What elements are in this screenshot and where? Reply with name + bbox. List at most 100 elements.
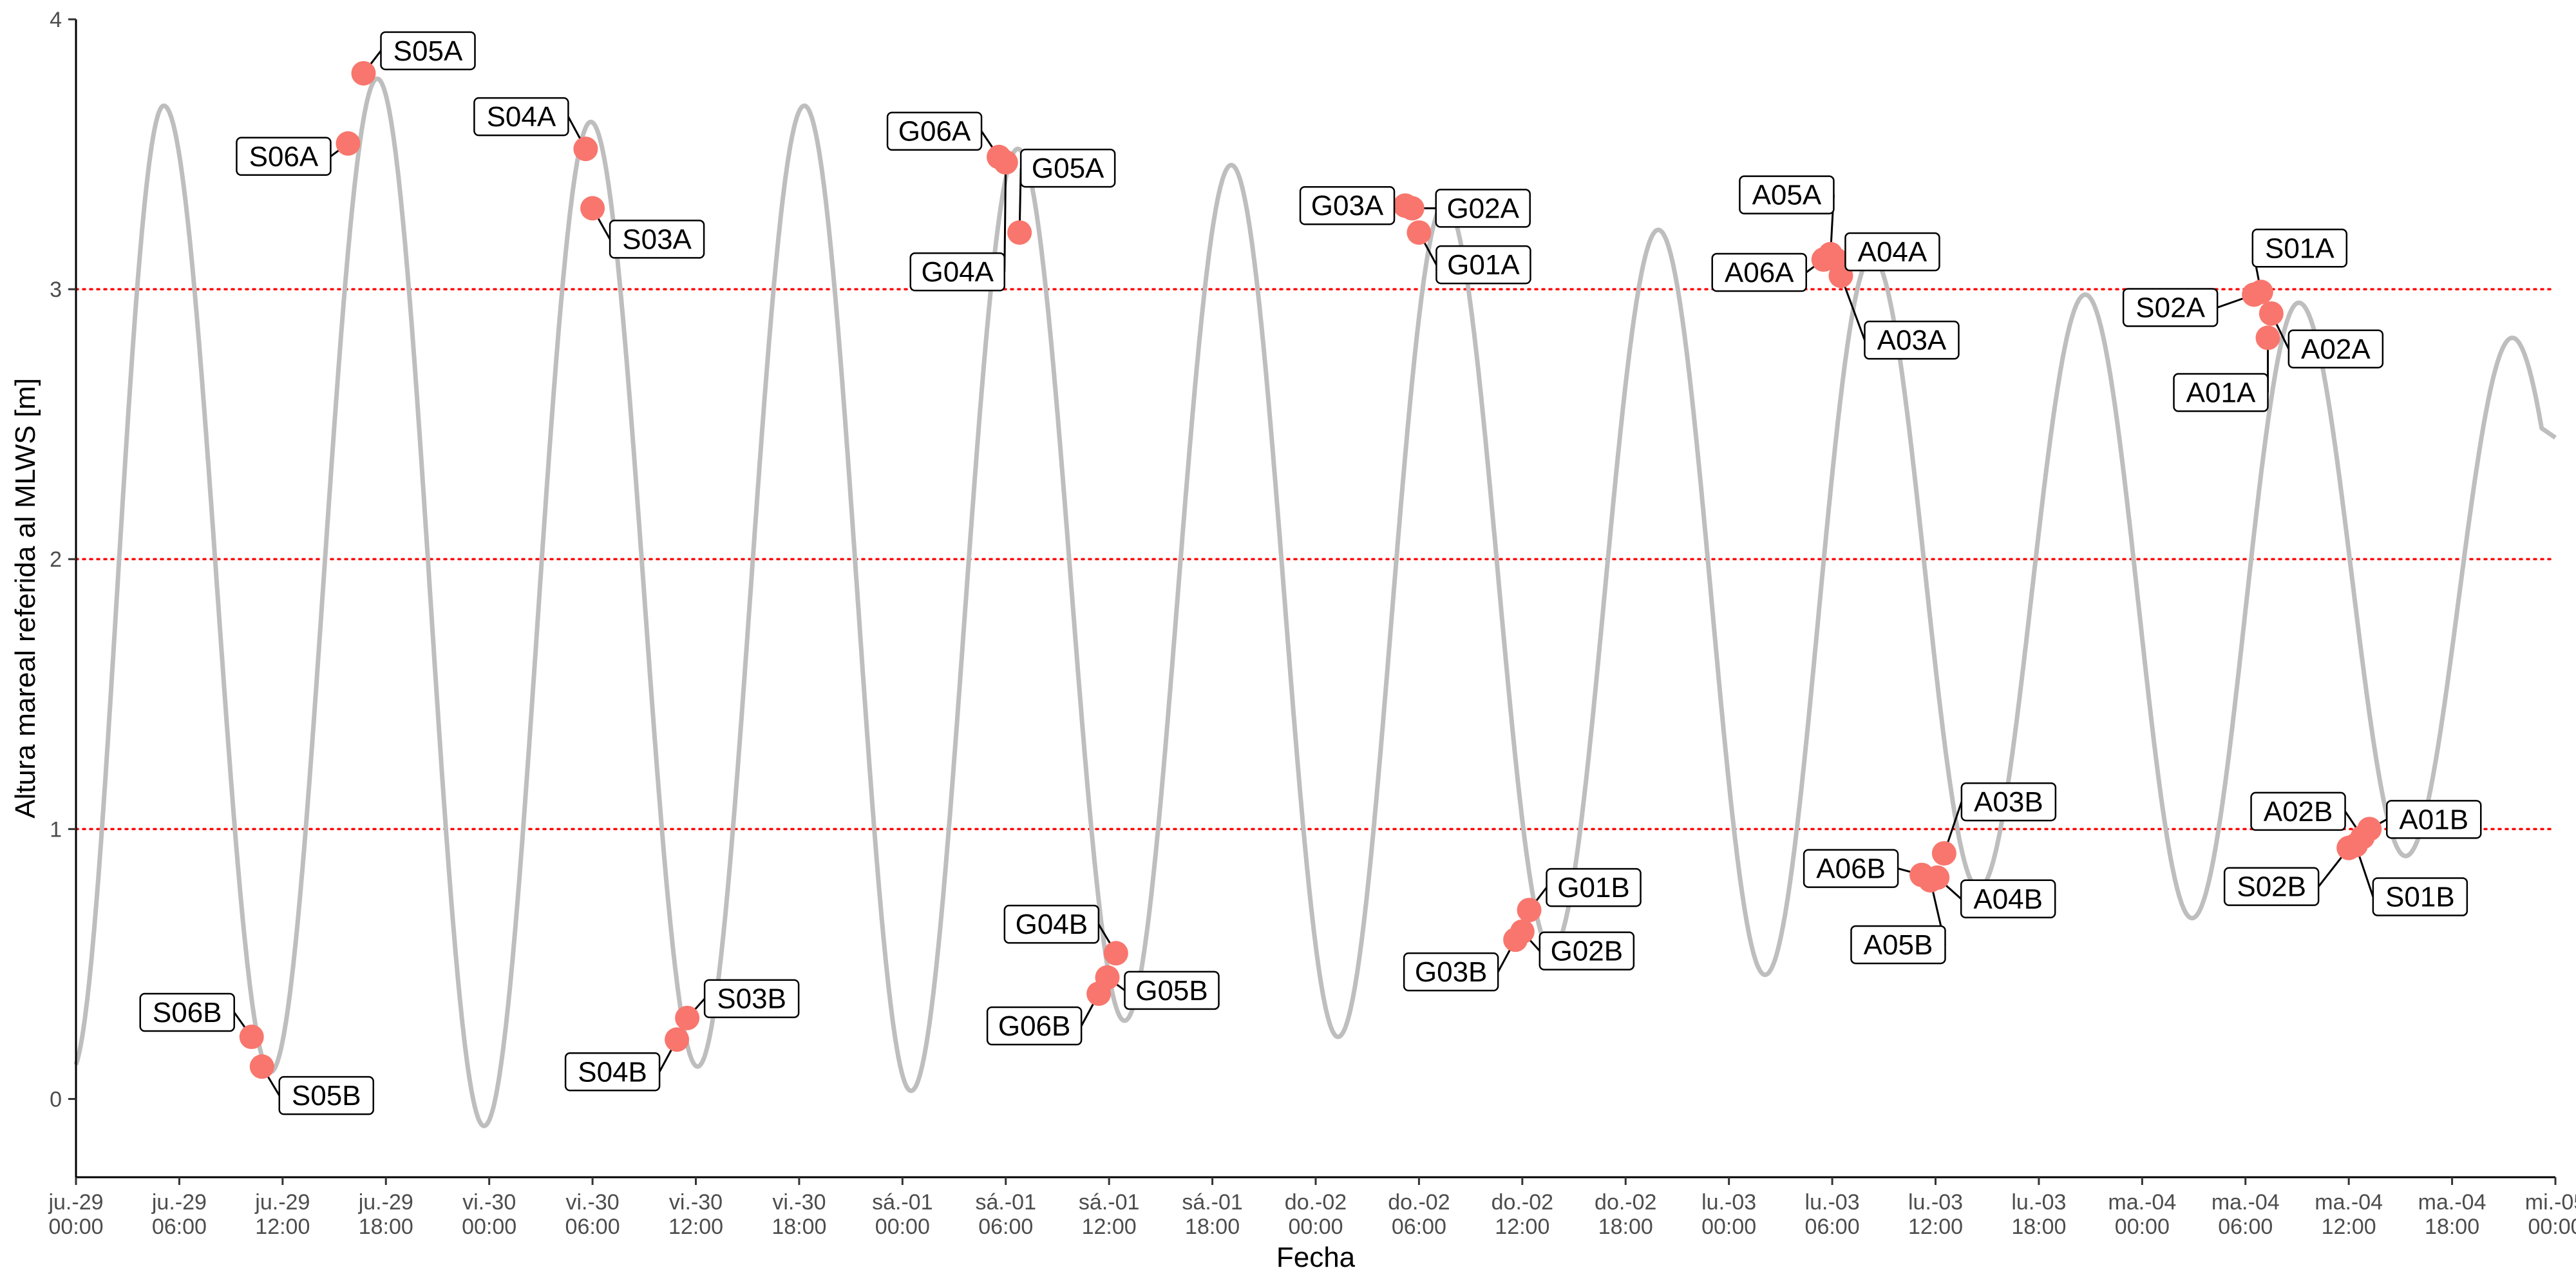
tide-curve [73,76,2557,1128]
label-s01a: S01A [2251,229,2348,268]
label-box [2250,791,2346,831]
label-text: S02A [2136,292,2205,323]
label-box [2386,800,2482,839]
label-box [236,137,332,176]
label-text: A04B [1973,884,2043,915]
label-g01a: G01A [1435,245,1531,285]
x-tick-time: 06:00 [152,1215,207,1239]
x-tick-day: ma.-04 [2418,1190,2486,1215]
label-box [2173,373,2269,412]
x-tick-day: vi.-30 [462,1190,516,1215]
label-box [1403,952,1499,992]
label-box [1019,148,1116,188]
point-a01a [2255,325,2280,350]
label-box [1803,849,1899,888]
label-box [1960,879,2056,919]
label-text: A04A [1858,236,1927,268]
x-tick-time: 06:00 [978,1215,1033,1239]
label-box [1546,867,1642,907]
label-text: S03B [717,983,786,1015]
label-g02b: G02B [1539,931,1635,971]
x-tick-time: 18:00 [1598,1215,1653,1239]
x-tick-day: ju.-29 [151,1190,207,1215]
x-tick-day: mi.-05 [2525,1190,2576,1215]
point-s06b [239,1025,264,1050]
label-s04b: S04B [564,1052,661,1092]
point-s03a [580,196,605,221]
label-text: G02B [1551,936,1624,967]
y-tick-label: 0 [50,1087,62,1112]
label-box [2372,877,2468,916]
label-box [886,111,983,151]
label-box [1844,232,1940,272]
label-g03b: G03B [1403,952,1499,992]
x-tick-day: lu.-03 [1908,1190,1963,1215]
x-tick-time: 18:00 [1185,1215,1240,1239]
label-s03b: S03B [703,979,800,1018]
x-tick-time: 00:00 [1701,1215,1756,1239]
x-axis-title: Fecha [1276,1242,1356,1273]
label-text: G03B [1415,956,1488,988]
label-s05b: S05B [278,1075,374,1115]
label-text: G04B [1016,909,1088,940]
x-tick-day: lu.-03 [2011,1190,2066,1215]
x-tick-time: 06:00 [1392,1215,1446,1239]
x-tick-day: do.-02 [1492,1190,1553,1215]
label-box [1299,185,1396,225]
point-a02a [2259,301,2284,326]
label-text: S01B [2385,881,2455,913]
x-tick-time: 18:00 [772,1215,826,1239]
label-text: A01A [2186,377,2256,409]
x-tick-day: do.-02 [1595,1190,1656,1215]
label-text: A03A [1877,325,1947,356]
label-text: A02B [2264,796,2333,828]
label-g02a: G02A [1435,189,1531,228]
x-tick-time: 06:00 [2218,1215,2273,1239]
label-box [609,220,705,259]
x-tick-day: do.-02 [1285,1190,1347,1215]
x-tick-day: ju.-29 [48,1190,103,1215]
label-text: A03B [1974,786,2043,818]
x-tick-day: ma.-04 [2108,1190,2176,1215]
label-box [564,1052,661,1092]
x-tick-time: 12:00 [1082,1215,1137,1239]
label-box [139,992,235,1032]
label-text: G06A [898,116,971,147]
label-g04a: G04A [909,252,1005,292]
label-text: G05A [1032,153,1104,184]
label-a04a: A04A [1844,232,1940,272]
label-box [2122,288,2219,327]
point-s06a [336,131,361,156]
point-s04b [665,1027,690,1052]
x-tick-day: ma.-04 [2211,1190,2280,1215]
label-box [1003,904,1100,944]
label-box [1711,252,1807,292]
label-g04b: G04B [1003,904,1100,944]
x-tick-day: do.-02 [1388,1190,1450,1215]
label-text: S04B [578,1056,647,1088]
x-tick-time: 00:00 [1288,1215,1343,1239]
point-a03b [1931,841,1956,866]
point-g04a [993,150,1018,175]
label-text: A02A [2301,334,2371,365]
leader-g04a [1003,162,1007,272]
label-text: G01A [1447,249,1520,281]
label-a03a: A03A [1864,320,1960,360]
label-box [1539,931,1635,971]
x-tick-day: ju.-29 [358,1190,413,1215]
x-tick-time: 18:00 [2425,1215,2479,1239]
point-s04a [573,137,598,162]
x-tick-day: sá.-01 [1079,1190,1140,1215]
x-tick-day: vi.-30 [669,1190,723,1215]
label-box [473,97,569,137]
label-s06b: S06B [139,992,235,1032]
sample-points [239,61,2382,1079]
y-tick-label: 3 [50,278,62,302]
label-text: S06A [249,141,319,173]
x-tick-time: 00:00 [2528,1215,2576,1239]
label-box [2251,229,2348,268]
x-tick-time: 06:00 [1805,1215,1860,1239]
label-text: A05B [1864,929,1933,961]
label-g03a: G03A [1299,185,1396,225]
point-g01a [1406,220,1432,245]
